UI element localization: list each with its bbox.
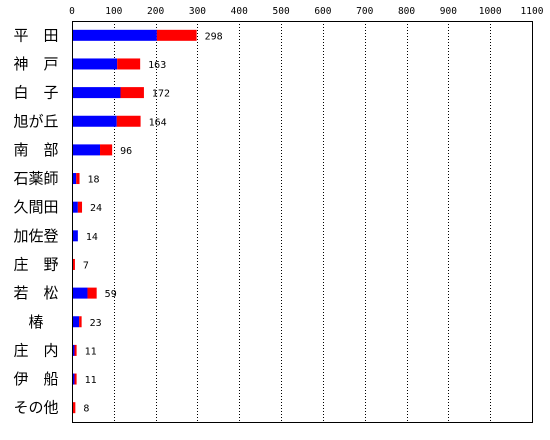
total-label: 298 bbox=[205, 31, 223, 42]
bars bbox=[72, 29, 197, 414]
total-label: 59 bbox=[105, 289, 117, 300]
total-labels: 298 163 172 164 96 18 24 14 7 59 23 11 11 8 bbox=[83, 31, 223, 414]
category-label: 伊 船 bbox=[13, 370, 58, 388]
category-label: 南 部 bbox=[13, 141, 58, 159]
category-label: 庄 野 bbox=[13, 255, 58, 273]
bar-segment-1 bbox=[72, 402, 76, 414]
x-tick-label: 1000 bbox=[479, 6, 502, 17]
category-label: 久間田 bbox=[13, 198, 58, 216]
category-label: 旭が丘 bbox=[13, 112, 58, 130]
total-label: 96 bbox=[120, 146, 132, 157]
total-label: 8 bbox=[83, 404, 89, 415]
bar-segment-0 bbox=[72, 173, 77, 185]
x-tick-label: 0 bbox=[69, 6, 75, 17]
total-label: 14 bbox=[86, 232, 98, 243]
x-tick-label: 200 bbox=[147, 6, 164, 17]
total-label: 7 bbox=[83, 260, 89, 271]
total-label: 18 bbox=[88, 175, 100, 186]
bar-segment-1 bbox=[74, 344, 77, 356]
x-tick-label: 700 bbox=[356, 6, 373, 17]
total-label: 164 bbox=[149, 117, 167, 128]
bar-segment-1 bbox=[76, 173, 80, 185]
total-label: 163 bbox=[148, 60, 166, 71]
bar-segment-0 bbox=[72, 287, 88, 299]
category-label: 加佐登 bbox=[13, 227, 58, 245]
bar-segment-1 bbox=[117, 58, 141, 70]
category-label: 庄 内 bbox=[13, 341, 58, 359]
bar-segment-0 bbox=[72, 230, 78, 242]
x-tick-label: 500 bbox=[273, 6, 290, 17]
bar-segment-0 bbox=[72, 87, 121, 99]
bar-segment-0 bbox=[72, 316, 80, 328]
total-label: 11 bbox=[85, 346, 97, 357]
x-axis-ticks: 0 100 200 300 400 500 600 700 800 900 1000 1100 bbox=[69, 6, 544, 17]
category-label: 神 戸 bbox=[13, 55, 58, 73]
x-tick-label: 600 bbox=[314, 6, 331, 17]
bar-segment-1 bbox=[74, 373, 77, 385]
x-tick-label: 1100 bbox=[521, 6, 544, 17]
category-label: 白 子 bbox=[13, 84, 58, 102]
bar-segment-1 bbox=[116, 115, 141, 127]
total-label: 24 bbox=[90, 203, 102, 214]
category-label: 椿 bbox=[28, 313, 43, 331]
category-label: 若 松 bbox=[13, 284, 58, 302]
bar-segment-1 bbox=[87, 287, 97, 299]
category-label: 平 田 bbox=[13, 26, 58, 44]
bar-segment-0 bbox=[72, 115, 117, 127]
x-tick-label: 800 bbox=[398, 6, 415, 17]
bar-segment-1 bbox=[120, 87, 144, 99]
category-label: その他 bbox=[13, 399, 58, 417]
bar-segment-0 bbox=[72, 201, 78, 213]
bar-segment-0 bbox=[72, 344, 75, 356]
x-tick-label: 100 bbox=[105, 6, 122, 17]
category-label: 石薬師 bbox=[13, 170, 58, 188]
bar-segment-0 bbox=[72, 58, 118, 70]
bar-segment-1 bbox=[77, 201, 83, 213]
x-tick-label: 300 bbox=[189, 6, 206, 17]
grid-lines bbox=[114, 21, 491, 422]
bar-segment-1 bbox=[72, 258, 75, 270]
x-tick-label: 900 bbox=[440, 6, 457, 17]
total-label: 172 bbox=[152, 89, 170, 100]
plot-frame bbox=[72, 21, 533, 423]
bar-segment-0 bbox=[72, 29, 157, 41]
x-tick-label: 400 bbox=[231, 6, 248, 17]
bar-segment-1 bbox=[156, 29, 197, 41]
total-label: 11 bbox=[85, 375, 97, 386]
bar-segment-0 bbox=[72, 144, 101, 156]
total-label: 23 bbox=[90, 318, 102, 329]
bar-segment-0 bbox=[72, 373, 75, 385]
bar-segment-1 bbox=[79, 316, 82, 328]
bar-segment-1 bbox=[100, 144, 113, 156]
